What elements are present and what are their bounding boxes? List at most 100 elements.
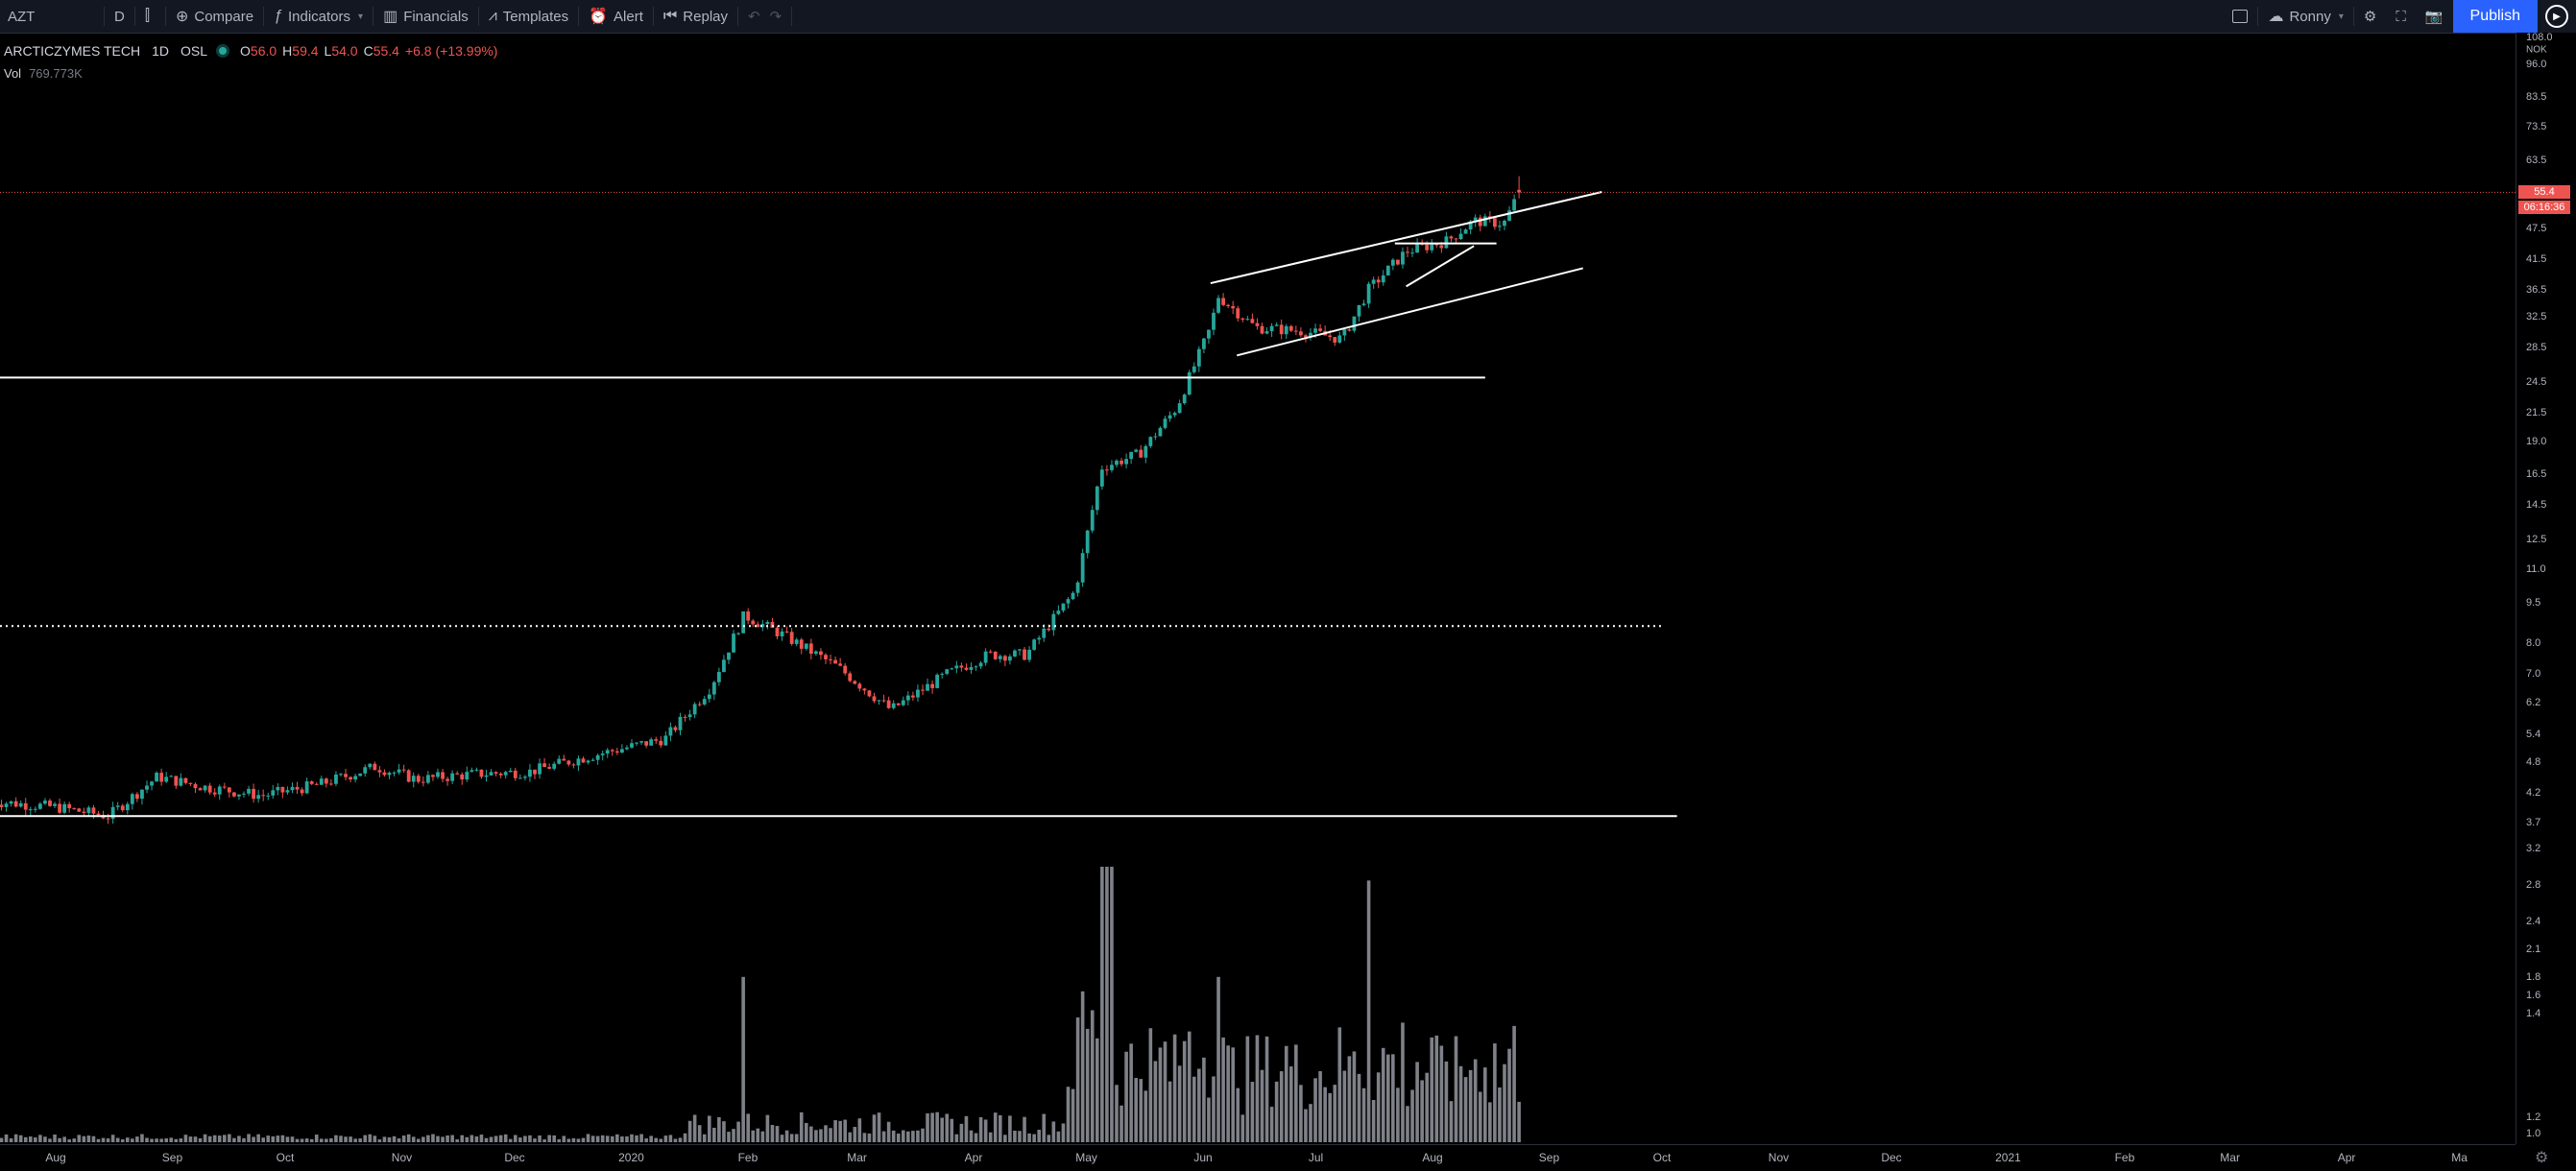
candle-body — [770, 622, 775, 628]
volume-bar — [334, 1135, 338, 1142]
toolbar-right: ☁ Ronny ▾ ⚙ ⛶ 📷 Publish ▶ — [2223, 0, 2576, 33]
redo-button[interactable]: ↷ — [770, 0, 792, 33]
publish-button[interactable]: Publish — [2452, 0, 2538, 33]
price-tick: 5.4 — [2526, 729, 2541, 741]
undo-icon: ↶ — [748, 9, 760, 25]
volume-bar — [115, 1137, 120, 1142]
templates-button[interactable]: ⩘ Templates — [479, 0, 578, 33]
candle-body — [67, 803, 72, 809]
price-tick: 1.4 — [2526, 1008, 2541, 1020]
candle-body — [625, 747, 629, 750]
candle-body — [503, 772, 508, 776]
indicators-button[interactable]: ƒ Indicators ▾ — [264, 0, 373, 33]
candle-body — [1255, 323, 1260, 326]
interval-button[interactable]: D — [105, 0, 134, 33]
volume-bar — [1032, 1134, 1036, 1142]
play-icon[interactable]: ▶ — [2545, 5, 2568, 28]
volume-bar — [1498, 1087, 1502, 1142]
volume-bar — [67, 1139, 71, 1142]
candle-body — [673, 727, 678, 730]
candle-body — [290, 786, 295, 791]
high-label: H — [282, 43, 293, 59]
candle-body — [736, 633, 740, 634]
axis-settings-icon[interactable]: ⚙ — [2535, 1150, 2549, 1166]
volume-bar — [1503, 1063, 1506, 1142]
financials-button[interactable]: ▥ Financials — [373, 0, 478, 33]
layout-toggle-button[interactable] — [2223, 0, 2257, 33]
candle-body — [1115, 460, 1119, 466]
price-chart[interactable] — [0, 0, 2516, 1144]
change-value: +6.8 (+13.99%) — [404, 43, 498, 59]
candle-body — [431, 775, 435, 777]
chart-style-button[interactable]: ⫿ — [135, 0, 165, 33]
candle-body — [533, 769, 537, 775]
candle-body — [1226, 304, 1231, 306]
time-tick: Oct — [1652, 1151, 1672, 1164]
candle-body — [1196, 348, 1201, 367]
volume-bar — [988, 1132, 993, 1142]
volume-bar — [212, 1135, 217, 1142]
volume-bar — [1420, 1080, 1424, 1142]
time-tick: Mar — [2220, 1151, 2240, 1164]
volume-bar — [538, 1135, 542, 1142]
candle-body — [1357, 304, 1361, 317]
alert-button[interactable]: ⏰ Alert — [579, 0, 653, 33]
candle-body — [1298, 331, 1303, 336]
time-tick: Aug — [1422, 1151, 1443, 1164]
candle-body — [125, 803, 130, 811]
alarm-clock-icon: ⏰ — [589, 9, 609, 25]
volume-bar — [106, 1138, 110, 1142]
divider — [2257, 7, 2259, 26]
publish-label: Publish — [2469, 8, 2520, 24]
symbol-search[interactable]: AZT — [0, 0, 104, 33]
candle-body — [687, 714, 692, 718]
volume-bar — [600, 1135, 605, 1142]
volume-bar — [387, 1137, 392, 1142]
replay-button[interactable]: ⏮ Replay — [654, 0, 737, 33]
fullscreen-button[interactable]: ⛶ — [2386, 0, 2416, 33]
candle-body — [1337, 335, 1342, 343]
snapshot-button[interactable]: 📷 — [2416, 0, 2453, 33]
volume-bar — [760, 1131, 765, 1142]
undo-button[interactable]: ↶ — [738, 0, 770, 33]
compare-button[interactable]: ⊕ Compare — [166, 0, 263, 33]
volume-bar — [1371, 1100, 1376, 1142]
candle-body — [169, 776, 174, 777]
settings-button[interactable]: ⚙ — [2354, 0, 2386, 33]
candle-body — [1304, 335, 1308, 338]
volume-bar — [630, 1134, 634, 1142]
volume-bar — [1288, 1066, 1293, 1142]
candle-body — [964, 667, 969, 670]
price-tick: 16.5 — [2526, 468, 2547, 481]
candle-body — [513, 770, 518, 778]
volume-bar — [494, 1135, 498, 1142]
price-tick: 96.0 — [2526, 59, 2547, 71]
candle-body — [1245, 319, 1250, 321]
time-axis[interactable]: Aug Sep Oct Nov Dec 2020 Feb Mar Apr May Jun Jul Aug… — [0, 1144, 2516, 1171]
volume-bar — [518, 1137, 522, 1142]
candle-body — [1434, 244, 1439, 246]
volume-bar — [1299, 1085, 1303, 1142]
candle-body — [96, 813, 101, 816]
volume-bar — [1376, 1072, 1381, 1142]
volume-bar — [1090, 1010, 1095, 1142]
low-value: 54.0 — [331, 43, 358, 59]
volume-bar — [756, 1128, 760, 1142]
price-axis[interactable]: 108.096.083.573.563.555.547.541.536.532.… — [2516, 32, 2576, 1144]
divider — [164, 7, 166, 26]
volume-bar — [247, 1134, 251, 1142]
volume-bar — [576, 1138, 581, 1142]
candle-body — [91, 807, 96, 814]
volume-bar — [198, 1137, 203, 1142]
candle-body — [304, 781, 309, 794]
candle-body — [959, 665, 964, 668]
volume-bar — [377, 1139, 382, 1142]
volume-bar — [222, 1135, 227, 1142]
candle-body — [843, 665, 848, 674]
volume-bar — [552, 1135, 556, 1142]
volume-bar — [1264, 1036, 1269, 1142]
layout-menu[interactable]: ☁ Ronny ▾ — [2258, 0, 2352, 33]
candle-body — [1207, 329, 1211, 339]
divider — [652, 7, 654, 26]
volume-bar — [654, 1137, 659, 1142]
